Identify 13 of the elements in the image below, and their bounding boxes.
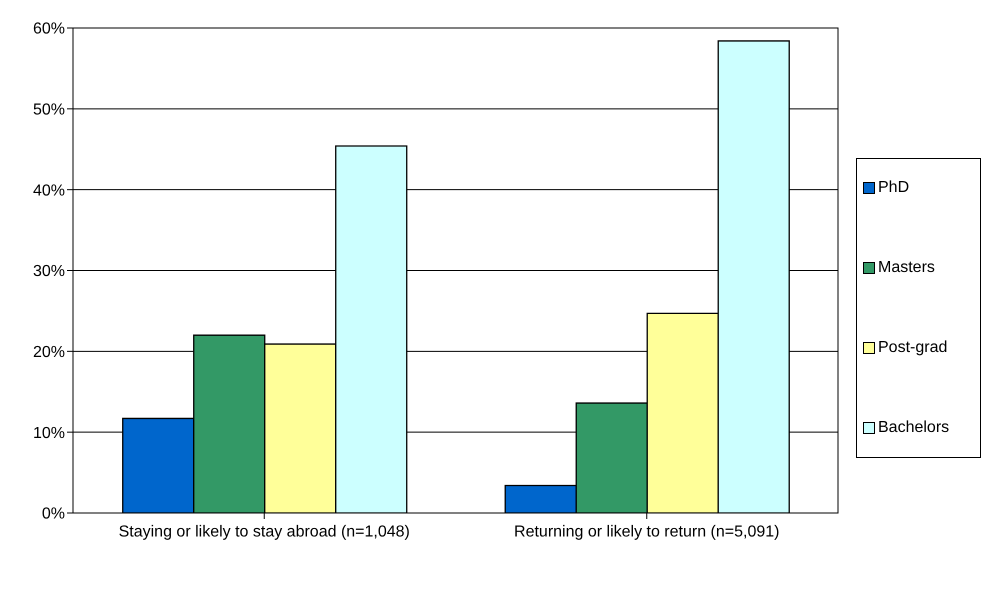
y-tick-label: 60%	[32, 20, 65, 38]
y-tick-label: 20%	[32, 344, 65, 362]
legend-label: Masters	[878, 259, 935, 277]
legend-label: Bachelors	[878, 419, 950, 437]
x-tick-label: Staying or likely to stay abroad (n=1,048)	[118, 523, 410, 540]
y-tick-label: 50%	[32, 102, 65, 119]
y-tick-label: 0%	[42, 506, 65, 523]
y-tick-label: 30%	[32, 263, 65, 280]
y-tick-label: 40%	[32, 182, 65, 200]
x-tick-label: Returning or likely to return (n=5,091)	[514, 523, 780, 540]
legend-label: PhD	[878, 179, 910, 197]
y-tick-label: 10%	[32, 424, 65, 442]
legend-label: Post-grad	[878, 339, 948, 357]
